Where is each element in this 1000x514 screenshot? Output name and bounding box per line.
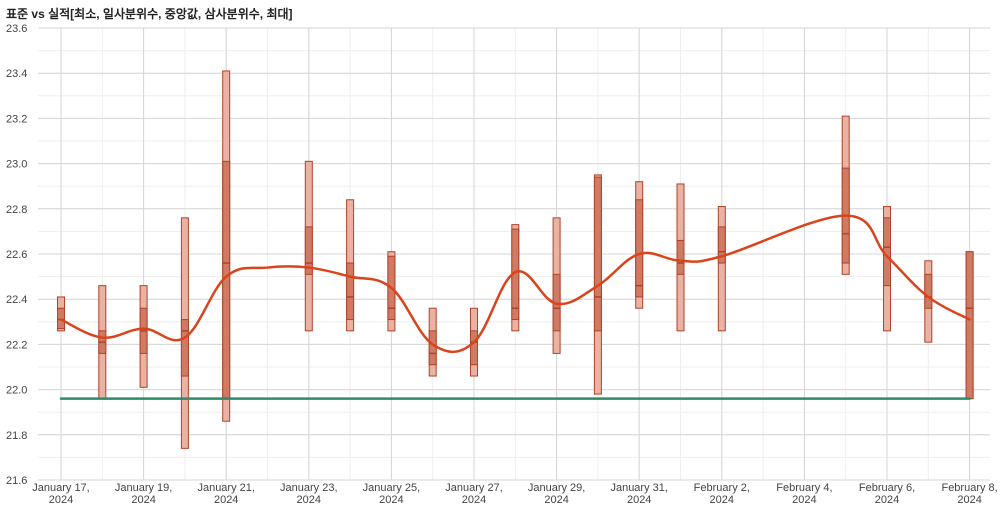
axis-layer: 21.6 21.8 22.0 22.2 22.4 22.6 22.8 23.0 23.2 23.4…	[6, 23, 998, 506]
box-plot-2024-02-05	[841, 115, 850, 275]
x-tick-label: January 31, 2024	[610, 482, 667, 506]
actual-spline-line	[59, 214, 971, 354]
x-tick-label: January 29, 2024	[528, 482, 585, 506]
y-tick-label: 22.0	[6, 385, 27, 397]
box-iqr	[346, 262, 355, 321]
box-iqr	[180, 319, 189, 377]
x-tick-label: January 27, 2024	[445, 482, 502, 506]
x-tick-label: January 23, 2024	[280, 482, 337, 506]
x-tick-label: January 21, 2024	[197, 482, 254, 506]
box-plot-2024-02-01	[676, 183, 685, 332]
box-iqr	[304, 226, 313, 275]
box-plot-2024-02-08	[965, 251, 974, 400]
y-tick-label: 23.0	[6, 159, 27, 171]
box-plot-2024-01-21	[222, 70, 231, 422]
x-tick-label: January 19, 2024	[115, 482, 172, 506]
x-tick-label: February 2, 2024	[694, 482, 750, 506]
x-tick-label: January 25, 2024	[363, 482, 420, 506]
box-plot-2024-01-17	[57, 296, 65, 332]
box-plot-2024-01-18	[98, 285, 107, 400]
x-tick-label: February 4, 2024	[776, 482, 832, 506]
y-tick-label: 23.6	[6, 23, 27, 35]
x-tick-label: February 6, 2024	[859, 482, 915, 506]
y-tick-label: 23.2	[6, 113, 27, 125]
box-iqr	[428, 330, 437, 366]
box-iqr	[924, 273, 933, 309]
x-tick-label: January 17, 2024	[32, 482, 89, 506]
chart-title: 표준 vs 실적[최소, 일사분위수, 중앙값, 삼사분위수, 최대]	[6, 7, 293, 21]
box-plot-2024-01-28	[511, 224, 520, 332]
box-iqr	[470, 330, 478, 366]
box-plot-2024-02-06	[883, 206, 891, 332]
y-tick-label: 22.2	[6, 339, 27, 351]
box-plot-2024-01-19	[139, 285, 148, 388]
box-plot-2024-02-07	[924, 260, 933, 343]
y-tick-label: 21.8	[6, 430, 27, 442]
y-tick-label: 21.6	[6, 475, 27, 487]
y-tick-label: 23.4	[6, 68, 27, 80]
box-iqr	[717, 226, 726, 264]
box-whisker-range	[717, 206, 726, 332]
box-plot-2024-01-20	[180, 217, 189, 449]
line-layer	[59, 214, 971, 400]
box-plot-2024-01-29	[552, 217, 561, 354]
x-tick-label: February 8, 2024	[941, 482, 997, 506]
box-plot-2024-01-31	[635, 181, 644, 309]
box-plot-2024-01-23	[304, 160, 313, 332]
box-iqr	[593, 176, 602, 332]
box-iqr	[635, 199, 644, 298]
box-plot-2024-02-02	[717, 206, 726, 332]
box-iqr	[676, 239, 685, 275]
box-iqr	[965, 251, 974, 400]
y-tick-label: 22.4	[6, 294, 27, 306]
box-plot-2024-01-24	[346, 199, 355, 332]
y-tick-label: 22.6	[6, 249, 27, 261]
y-tick-label: 22.8	[6, 204, 27, 216]
